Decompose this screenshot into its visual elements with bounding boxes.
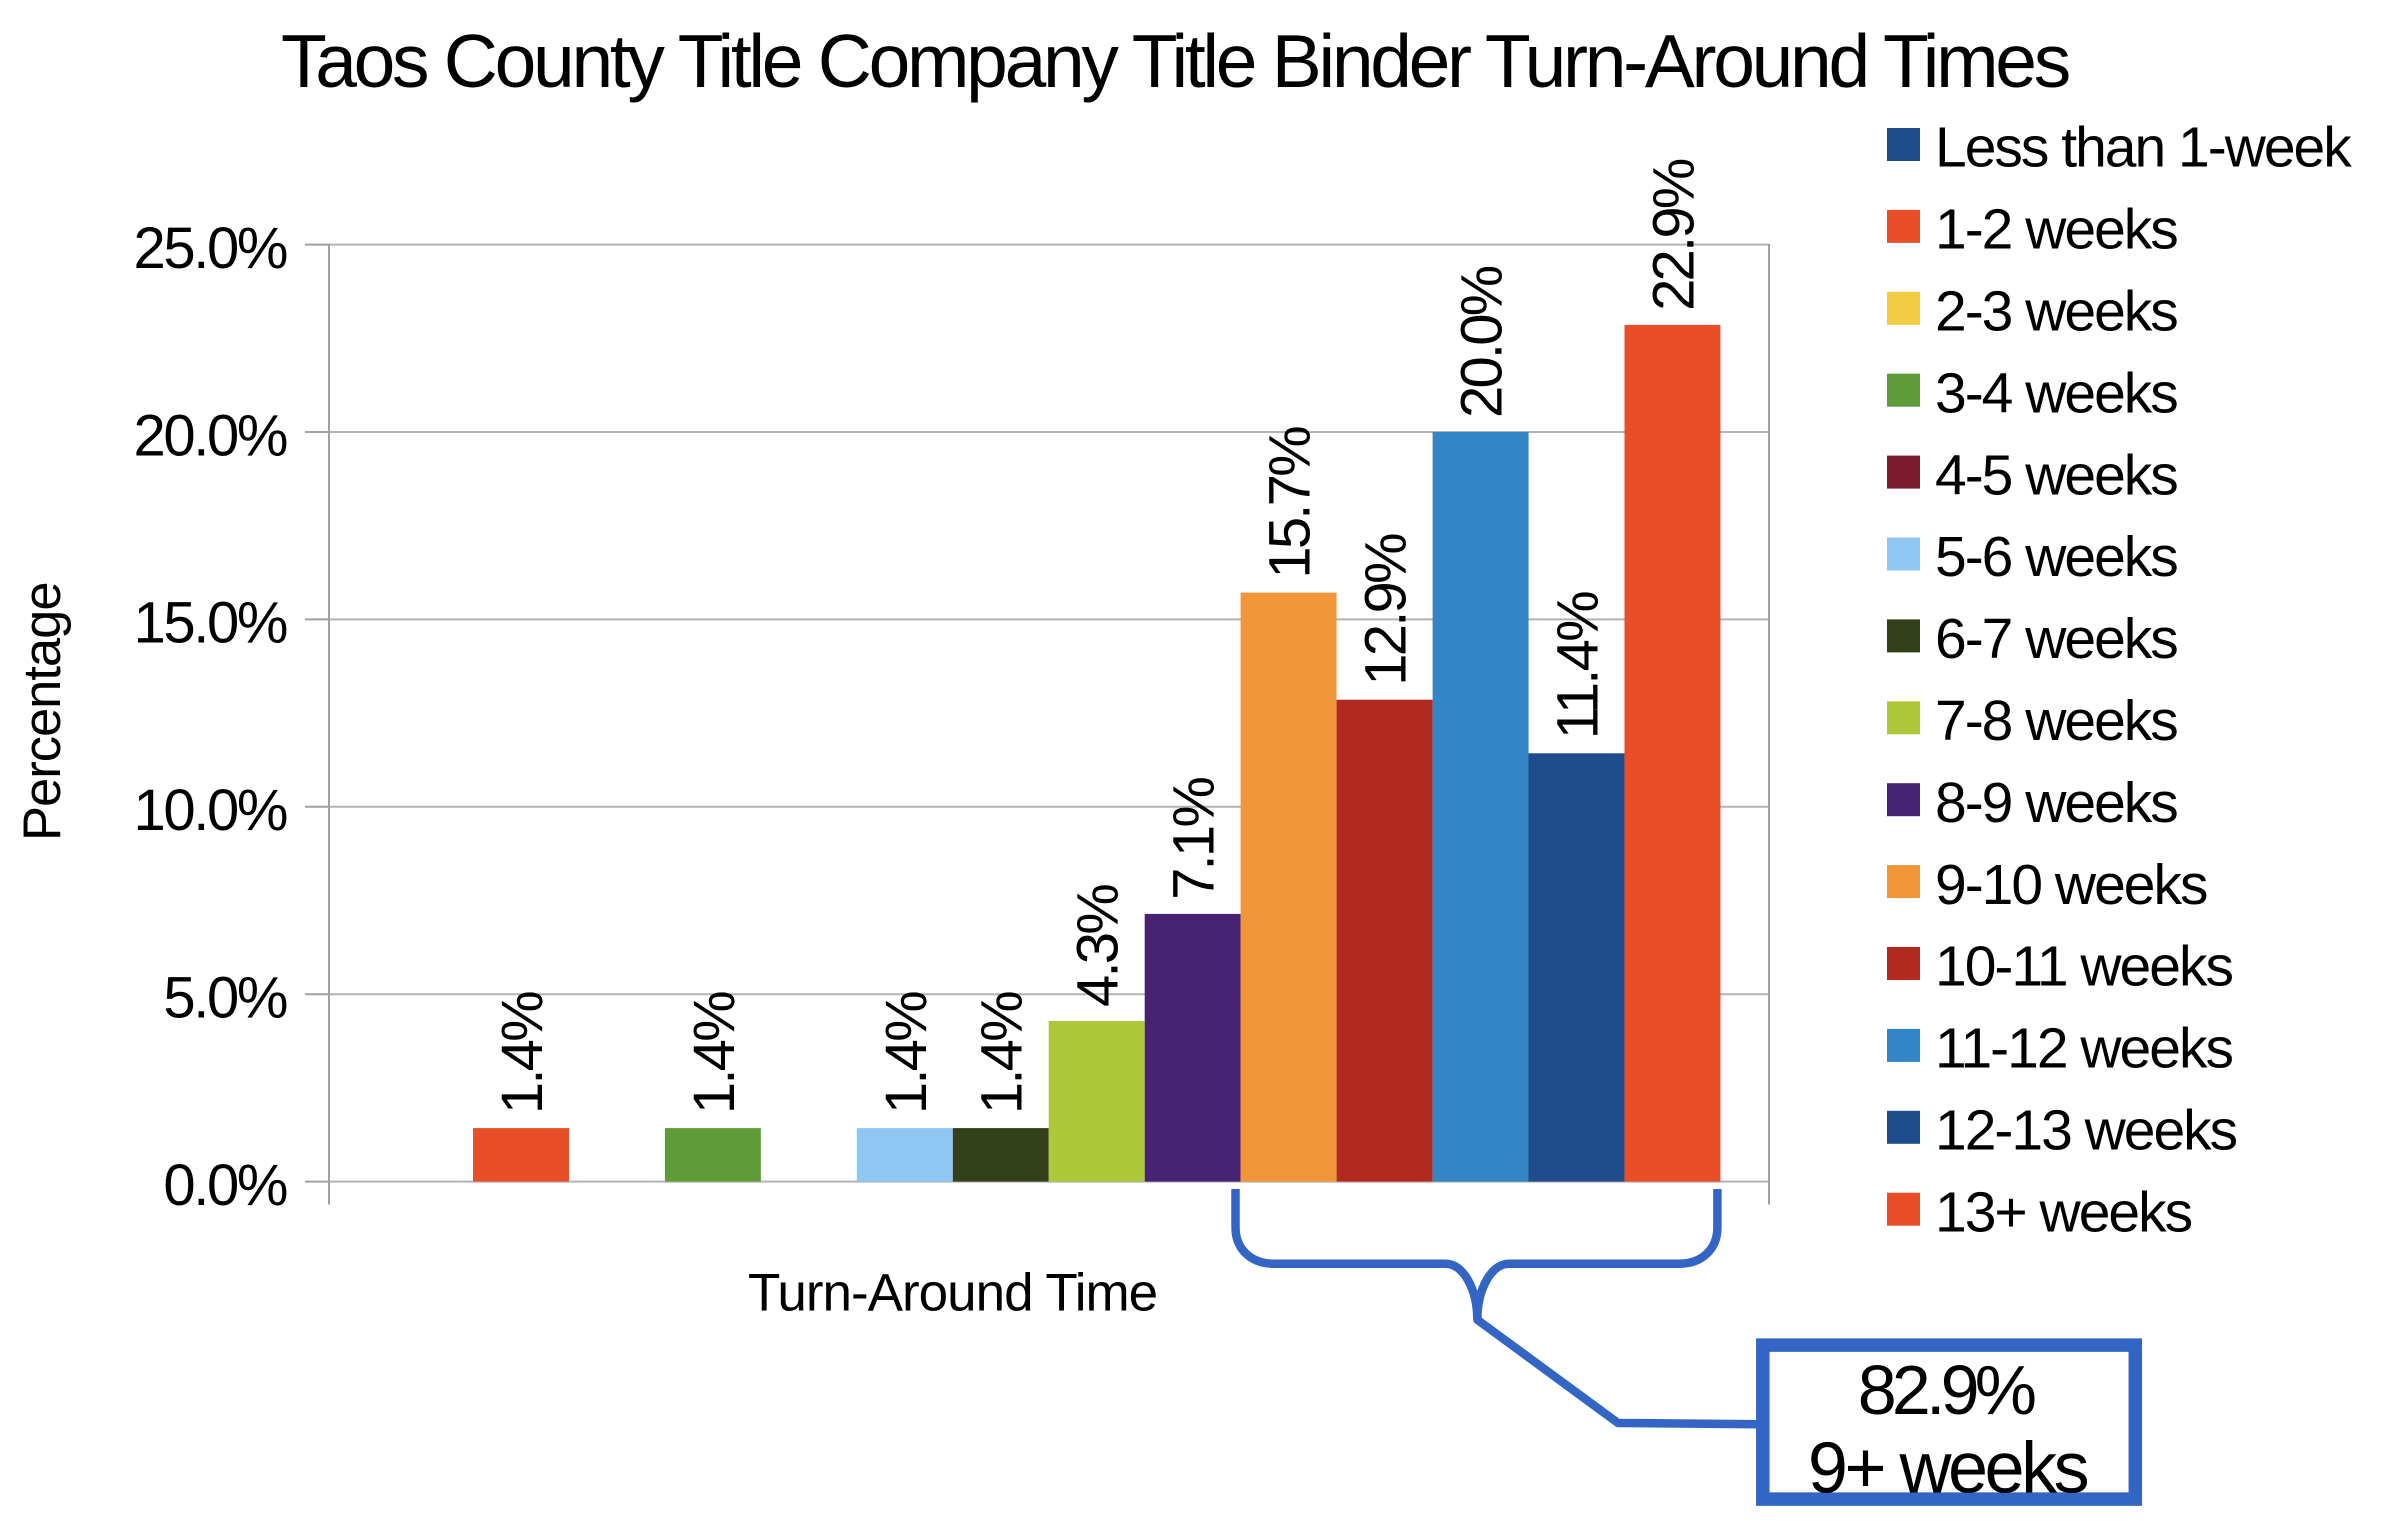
svg-text:15.7%: 15.7%: [1258, 427, 1323, 579]
svg-text:20.0%: 20.0%: [1450, 266, 1515, 418]
svg-text:1.4%: 1.4%: [682, 992, 747, 1114]
svg-text:6-7 weeks: 6-7 weeks: [1935, 607, 2177, 671]
svg-text:12.9%: 12.9%: [1354, 534, 1419, 686]
svg-text:10-11 weeks: 10-11 weeks: [1935, 935, 2232, 999]
svg-text:2-3 weeks: 2-3 weeks: [1935, 280, 2177, 344]
svg-text:1.4%: 1.4%: [490, 992, 555, 1114]
svg-text:25.0%: 25.0%: [134, 216, 287, 281]
svg-text:20.0%: 20.0%: [134, 403, 287, 468]
svg-text:8-9 weeks: 8-9 weeks: [1935, 771, 2177, 835]
svg-text:12-13 weeks: 12-13 weeks: [1935, 1099, 2237, 1163]
svg-text:5.0%: 5.0%: [163, 966, 286, 1031]
svg-text:11-12 weeks: 11-12 weeks: [1935, 1017, 2232, 1081]
svg-text:0.0%: 0.0%: [163, 1153, 286, 1218]
svg-text:82.9%: 82.9%: [1858, 1351, 2035, 1429]
svg-text:15.0%: 15.0%: [134, 591, 287, 656]
svg-text:5-6 weeks: 5-6 weeks: [1935, 525, 2177, 589]
svg-text:3-4 weeks: 3-4 weeks: [1935, 361, 2177, 425]
svg-text:4.3%: 4.3%: [1066, 885, 1131, 1007]
svg-text:1.4%: 1.4%: [874, 992, 939, 1114]
svg-text:7-8 weeks: 7-8 weeks: [1935, 689, 2177, 753]
svg-text:Taos County Title Company Titl: Taos County Title Company Title Binder T…: [281, 19, 2069, 103]
svg-text:1-2 weeks: 1-2 weeks: [1935, 198, 2177, 262]
svg-text:1.4%: 1.4%: [970, 992, 1035, 1114]
svg-text:9-10 weeks: 9-10 weeks: [1935, 853, 2207, 917]
svg-text:7.1%: 7.1%: [1162, 778, 1227, 900]
svg-text:4-5 weeks: 4-5 weeks: [1935, 443, 2177, 507]
svg-text:Percentage: Percentage: [13, 582, 72, 841]
svg-text:Turn-Around Time: Turn-Around Time: [748, 1264, 1157, 1323]
svg-text:9+ weeks: 9+ weeks: [1808, 1429, 2088, 1509]
svg-text:13+ weeks: 13+ weeks: [1935, 1180, 2192, 1244]
svg-text:11.4%: 11.4%: [1546, 592, 1611, 739]
svg-text:22.9%: 22.9%: [1642, 159, 1707, 311]
svg-text:Less than 1-week: Less than 1-week: [1935, 116, 2352, 180]
svg-text:10.0%: 10.0%: [134, 778, 287, 843]
